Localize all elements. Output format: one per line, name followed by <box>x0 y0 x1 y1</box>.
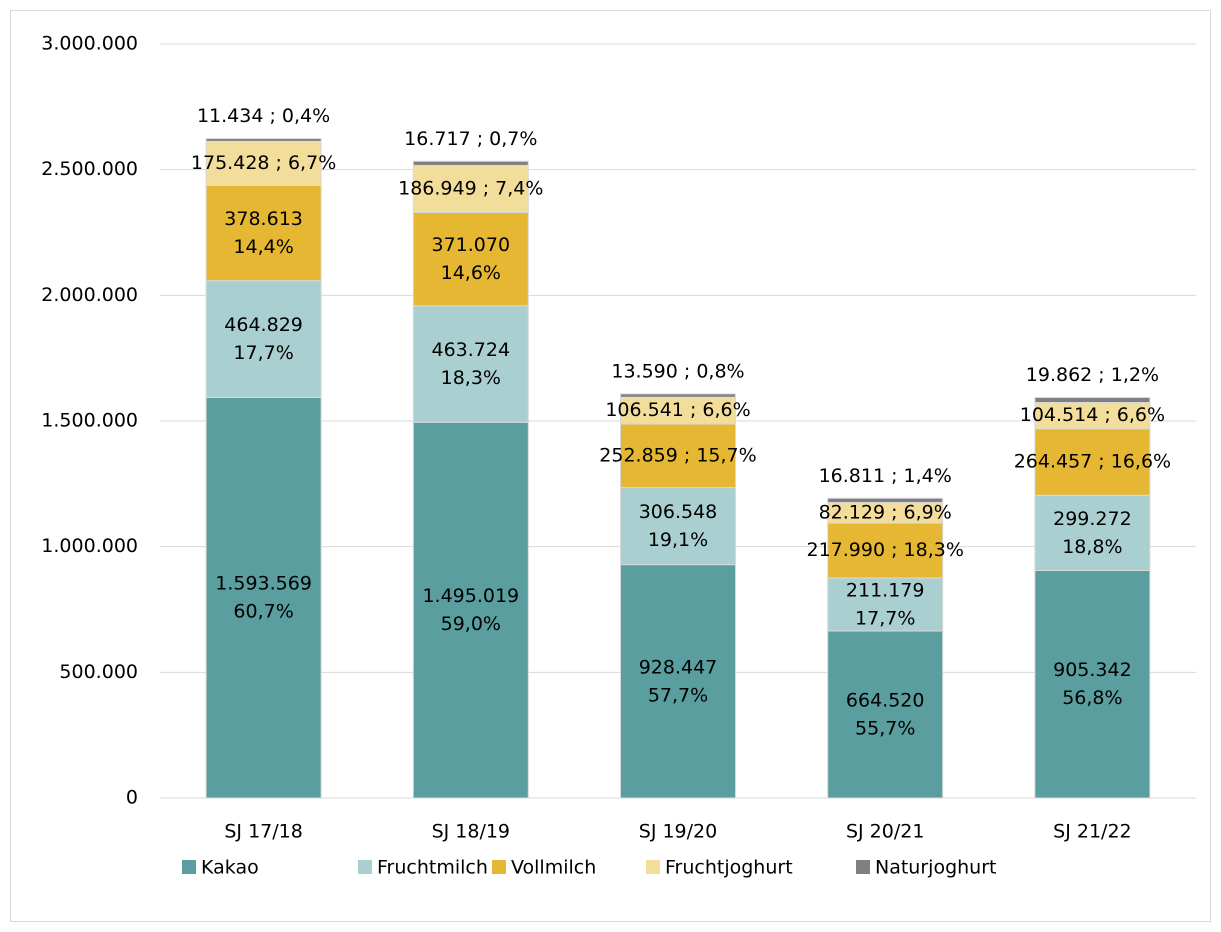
data-label: 13.590 ; 0,8% <box>611 360 744 382</box>
x-tick-label: SJ 18/19 <box>432 821 510 843</box>
x-tick-label: SJ 19/20 <box>639 821 717 843</box>
bar-segment <box>827 630 944 799</box>
data-label: 464.829 17,7% <box>224 314 303 364</box>
bar-segment <box>205 138 322 142</box>
legend-label: Naturjoghurt <box>875 857 996 879</box>
data-label: 16.717 ; 0,7% <box>404 128 537 150</box>
legend-swatch <box>182 860 196 874</box>
data-label: 211.179 17,7% <box>846 579 925 629</box>
data-label: 186.949 ; 7,4% <box>398 177 543 199</box>
x-tick-label: SJ 21/22 <box>1053 821 1131 843</box>
data-label: 82.129 ; 6,9% <box>819 501 952 523</box>
bar-segment <box>827 577 944 632</box>
bar-segment <box>412 164 529 213</box>
data-label: 378.613 14,4% <box>224 208 303 258</box>
data-label: 104.514 ; 6,6% <box>1020 404 1165 426</box>
bar-segment <box>1034 402 1151 430</box>
data-label: 299.272 18,8% <box>1053 507 1132 557</box>
data-label: 175.428 ; 6,7% <box>191 152 336 174</box>
bar-segment <box>620 487 736 566</box>
data-label: 252.859 ; 15,7% <box>599 444 756 466</box>
legend-label: Vollmilch <box>511 857 596 879</box>
bar-segment <box>412 305 529 423</box>
legend-swatch <box>492 860 506 874</box>
data-label: 1.495.019 59,0% <box>422 585 519 635</box>
bar-segment <box>205 280 322 398</box>
bar-segment <box>620 564 736 799</box>
bar-segment <box>205 140 322 186</box>
bar-segment <box>827 497 944 503</box>
bar-segment <box>620 396 736 425</box>
data-label: 264.457 ; 16,6% <box>1014 451 1171 473</box>
y-tick-label: 2.000.000 <box>41 284 138 306</box>
data-label: 16.811 ; 1,4% <box>819 465 952 487</box>
y-tick-label: 0 <box>126 787 138 809</box>
data-label: 928.447 57,7% <box>639 656 718 706</box>
data-label: 664.520 55,7% <box>846 689 925 739</box>
data-label: 19.862 ; 1,2% <box>1026 364 1159 386</box>
y-tick-label: 3.000.000 <box>41 33 138 55</box>
x-tick-label: SJ 20/21 <box>846 821 924 843</box>
legend-swatch <box>856 860 870 874</box>
bar-segment <box>1034 397 1151 404</box>
bar-segment <box>412 421 529 799</box>
data-label: 106.541 ; 6,6% <box>605 399 750 421</box>
bar-segment <box>1034 494 1151 571</box>
legend-label: Kakao <box>201 857 259 879</box>
legend-label: Fruchtmilch <box>377 857 488 879</box>
data-label: 1.593.569 60,7% <box>215 572 312 622</box>
bar-segment <box>1034 428 1151 496</box>
bar-segment <box>205 396 322 799</box>
data-label: 217.990 ; 18,3% <box>806 539 963 561</box>
y-tick-label: 2.500.000 <box>41 158 138 180</box>
bar-segment <box>1034 569 1151 799</box>
data-label: 11.434 ; 0,4% <box>197 105 330 127</box>
y-tick-label: 1.000.000 <box>41 535 138 557</box>
y-tick-label: 500.000 <box>59 661 138 683</box>
bar-segment <box>412 160 529 166</box>
data-label: 463.724 18,3% <box>432 338 511 388</box>
data-label: 905.342 56,8% <box>1053 659 1132 709</box>
legend-swatch <box>646 860 660 874</box>
legend-swatch <box>358 860 372 874</box>
x-tick-label: SJ 17/18 <box>224 821 302 843</box>
bar-segment <box>412 211 529 307</box>
data-label: 306.548 19,1% <box>639 501 718 551</box>
bar-segment <box>205 184 322 282</box>
y-tick-label: 1.500.000 <box>41 410 138 432</box>
legend-label: Fruchtjoghurt <box>665 857 793 879</box>
data-label: 371.070 14,6% <box>432 234 511 284</box>
bar-segment <box>620 393 736 398</box>
